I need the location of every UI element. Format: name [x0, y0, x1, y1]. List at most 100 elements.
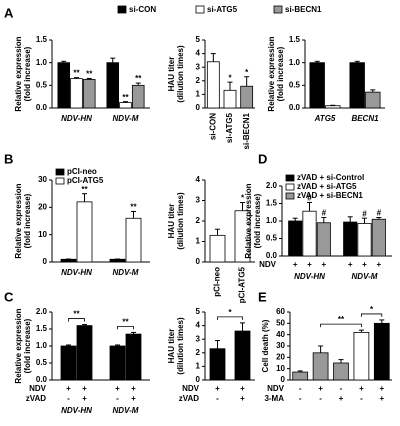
bar [371, 218, 386, 257]
legend-label: zVAD + si-Control [297, 173, 364, 182]
y-tick-label: 1.0 [36, 58, 48, 67]
y-tick-label: 2.0 [266, 181, 278, 190]
legend-swatch [285, 183, 295, 191]
bar [292, 371, 309, 381]
legend-swatch [285, 192, 295, 200]
row-value: + [115, 384, 120, 393]
legend-label: zVAD + si-BECN1 [297, 191, 363, 200]
row-value: + [240, 394, 245, 403]
y-tick-label: 4 [196, 49, 201, 58]
significance-bracket [117, 326, 134, 330]
significance-label: * [241, 194, 245, 203]
legend-swatch [55, 177, 65, 185]
y-tick-label: 0.5 [289, 80, 301, 89]
y-tick-label: 30 [38, 175, 47, 184]
y-tick-label: 0 [281, 375, 286, 384]
panel-letter: C [4, 289, 14, 304]
bar [349, 62, 365, 109]
bar [70, 78, 83, 109]
significance-label: # [307, 194, 312, 203]
significance-label: * [370, 305, 374, 314]
row-label: zVAD [26, 394, 47, 403]
y-tick-label: 60 [276, 307, 285, 316]
row-value: + [215, 384, 220, 393]
y-axis-label: (dilution times) [176, 317, 185, 375]
significance-bracket [217, 316, 243, 320]
y-tick-label: 20 [38, 202, 47, 211]
bar [76, 325, 93, 381]
bar [312, 352, 329, 381]
y-tick-label: 5 [196, 35, 201, 44]
bar [343, 221, 358, 257]
bar [288, 220, 303, 257]
legend-swatch [195, 5, 205, 14]
y-tick-label: 30 [276, 341, 285, 350]
x-tick-label: BECN1 [351, 114, 379, 123]
bar [82, 79, 96, 109]
y-tick-label: 1.5 [289, 35, 301, 44]
x-tick-label: NDV-HN [294, 272, 325, 281]
y-tick-label: 1 [196, 90, 201, 99]
x-tick-label: si-ATG5 [225, 112, 234, 143]
x-tick-label: NDV-M [113, 406, 139, 415]
y-tick-label: 1.5 [36, 324, 48, 333]
significance-label: ** [73, 310, 80, 319]
y-tick-label: 0.0 [36, 103, 48, 112]
bar [333, 362, 349, 381]
row-value: + [307, 260, 312, 269]
bar [209, 234, 226, 263]
bar [131, 84, 145, 109]
x-tick-label: NDV-HN [61, 268, 92, 277]
y-tick-label: 0.5 [266, 234, 278, 243]
significance-label: ** [338, 315, 345, 324]
legend-label: si-BECN1 [285, 5, 322, 14]
row-value: + [240, 384, 245, 393]
y-tick-label: 1.5 [36, 35, 48, 44]
significance-label: ** [81, 185, 88, 194]
y-tick-label: 10 [276, 364, 285, 373]
row-value: - [319, 394, 322, 403]
panel-letter: D [258, 151, 267, 166]
bar [76, 201, 93, 263]
y-tick-label: 1.0 [266, 216, 278, 225]
row-value: - [216, 394, 219, 403]
x-tick-label: pCI-ATG5 [238, 266, 247, 303]
y-axis-label: Relative expression [14, 308, 23, 383]
legend-label: zVAD + si-ATG5 [297, 182, 357, 191]
y-tick-label: 4 [196, 175, 201, 184]
bar [316, 222, 331, 257]
y-tick-label: 3 [196, 196, 201, 205]
y-axis-label: HAU titer [167, 57, 176, 92]
x-tick-label: pCI-neo [213, 267, 222, 297]
legend-swatch [55, 168, 65, 176]
significance-label: # [362, 209, 367, 218]
significance-label: ** [73, 69, 80, 78]
bar [60, 258, 77, 263]
bar [125, 217, 142, 263]
y-tick-label: 0 [196, 103, 201, 112]
row-value: + [82, 394, 87, 403]
y-axis-label: Cell death (%) [261, 319, 270, 372]
significance-label: # [322, 209, 327, 218]
legend-label: pCI-neo [67, 167, 97, 176]
row-label: NDV [29, 384, 47, 393]
y-axis-label: Relative expression [244, 183, 253, 258]
y-tick-label: 1 [196, 237, 201, 246]
bar [106, 62, 120, 109]
row-value: - [67, 394, 70, 403]
significance-bracket [68, 318, 85, 322]
bar [209, 348, 226, 381]
y-tick-label: 10 [38, 230, 47, 239]
row-value: + [321, 260, 326, 269]
y-tick-label: 5 [196, 307, 201, 316]
row-value: + [318, 384, 323, 393]
row-value: + [131, 384, 136, 393]
y-axis-label: (fold increase) [23, 46, 32, 101]
y-axis-label: HAU titer [167, 204, 176, 239]
y-tick-label: 0 [196, 257, 201, 266]
bar [119, 102, 132, 109]
y-tick-label: 0.5 [36, 80, 48, 89]
y-axis-label: HAU titer [167, 329, 176, 364]
y-tick-label: 3 [196, 62, 201, 71]
y-tick-label: 3 [196, 334, 201, 343]
